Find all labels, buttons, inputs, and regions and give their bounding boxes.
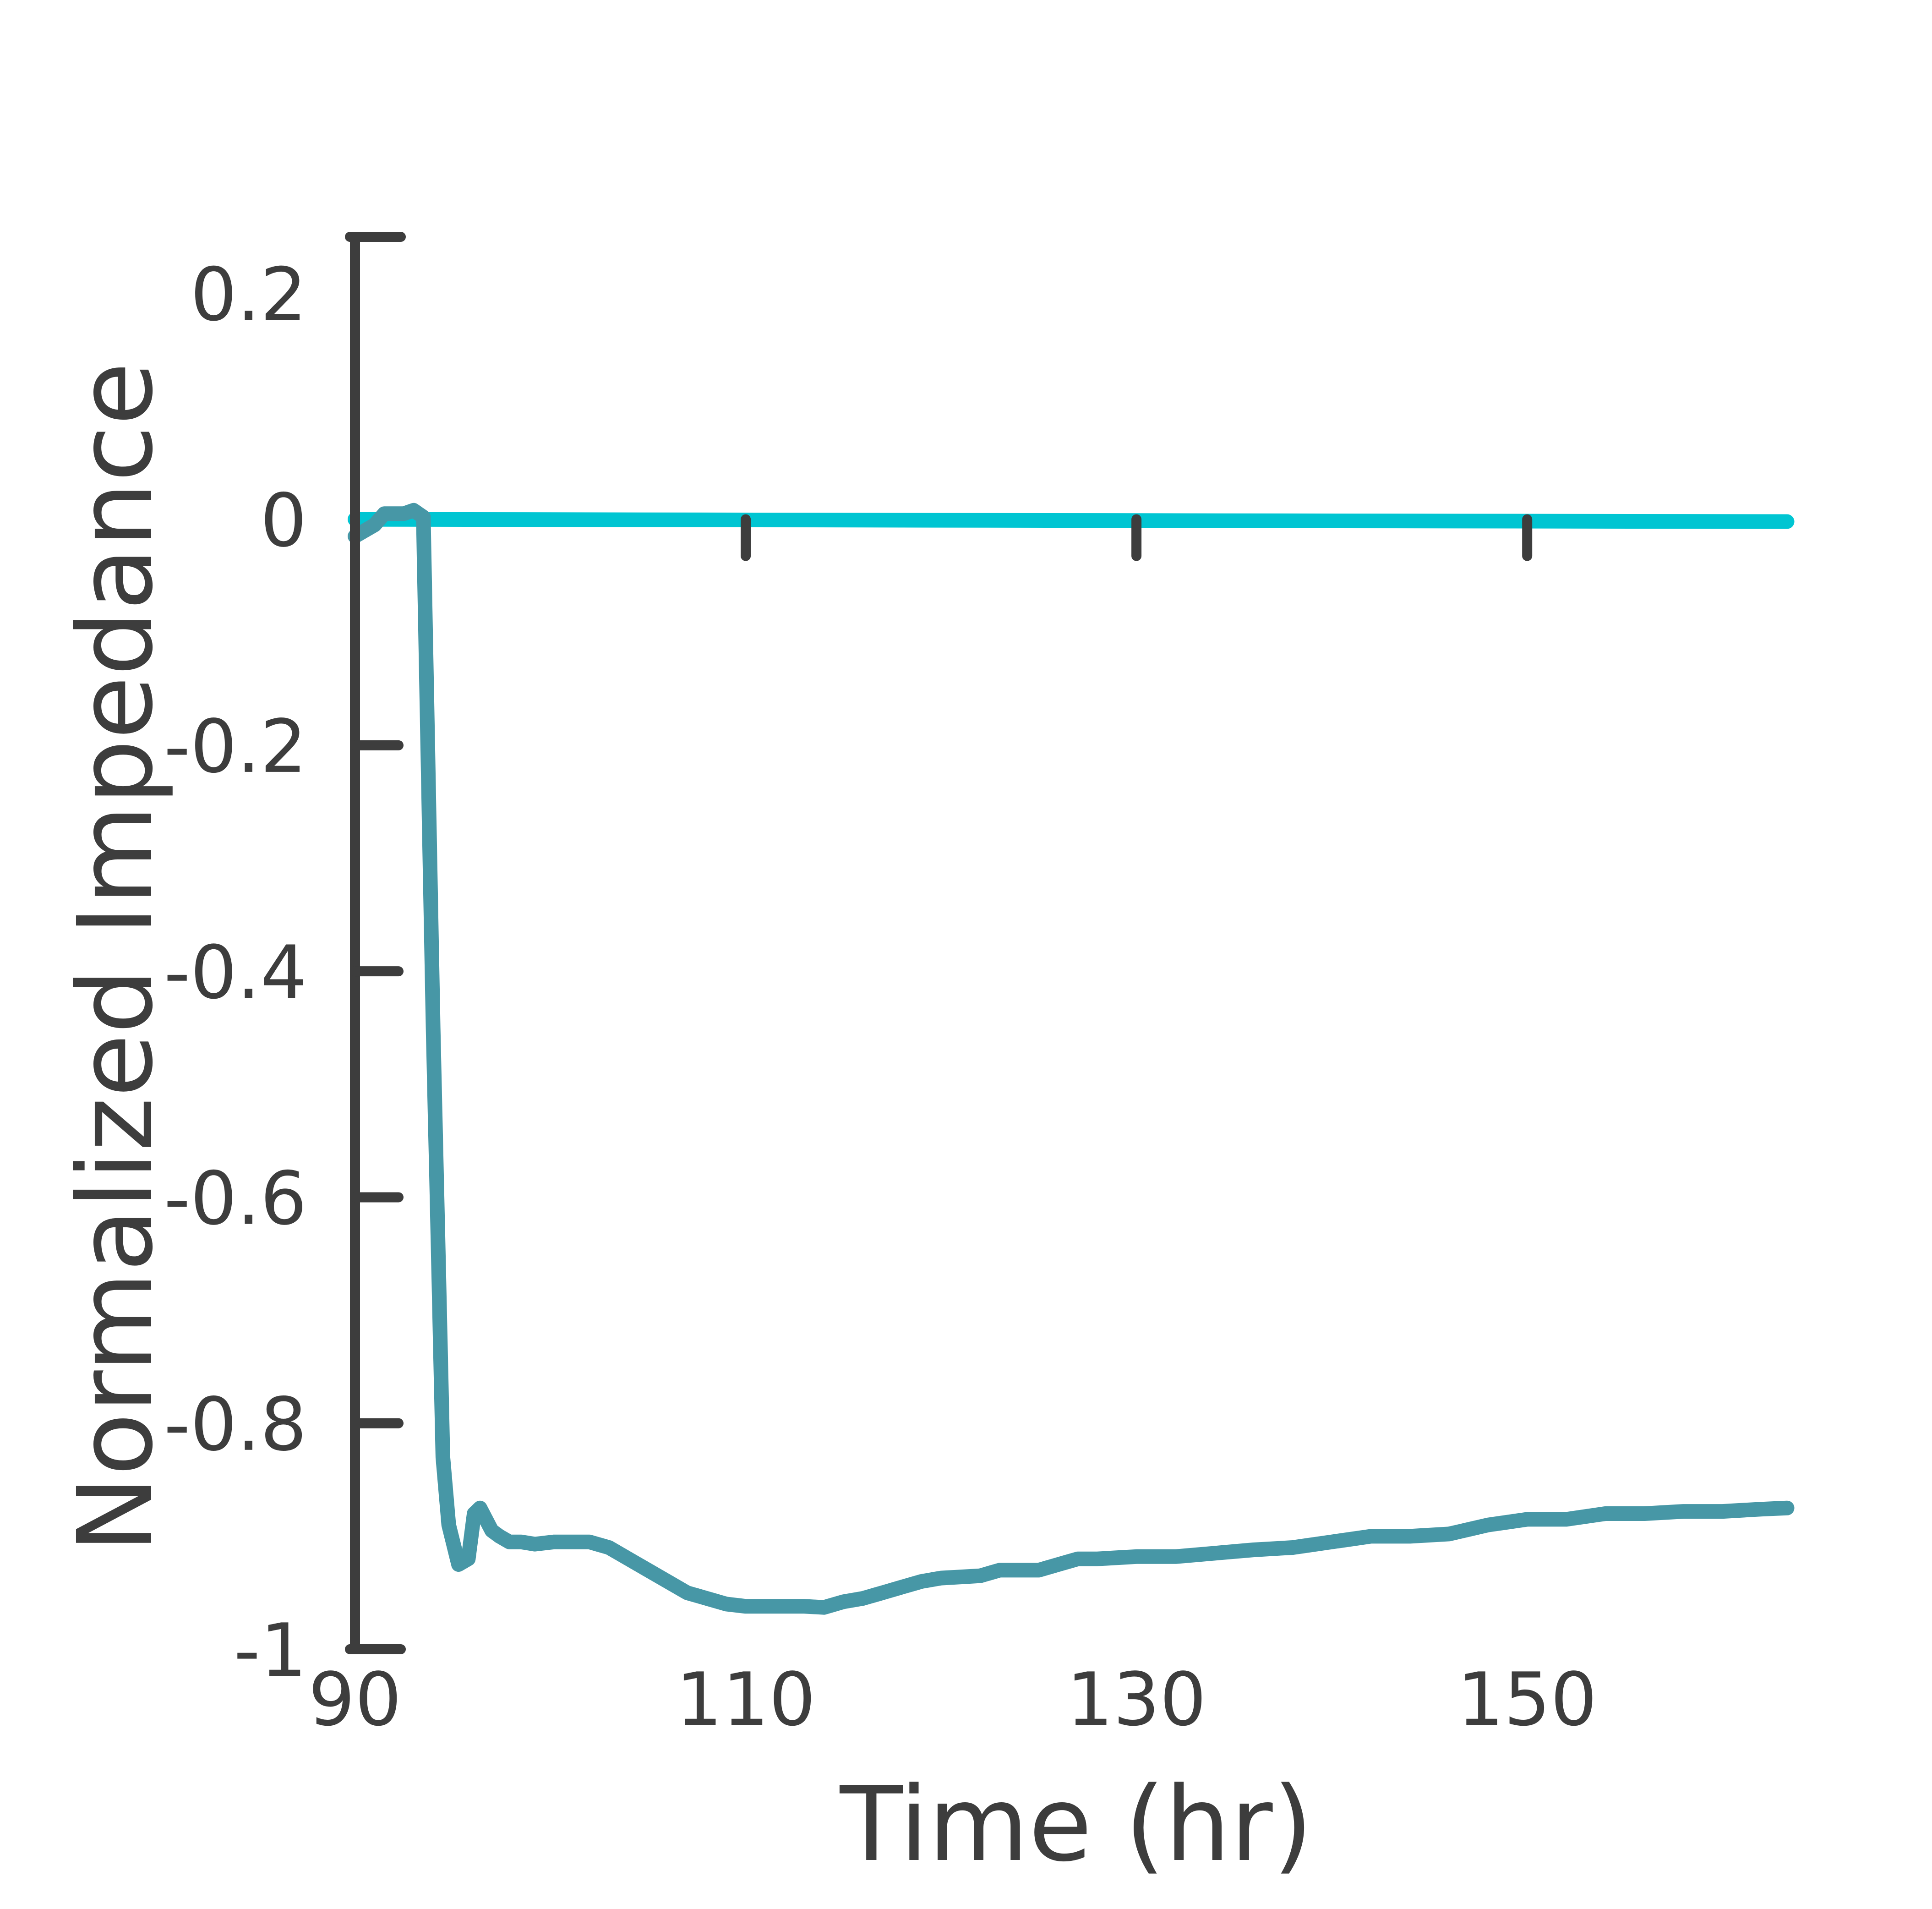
y-tick-label: -0.8: [164, 1382, 307, 1467]
axes-layer: [345, 232, 1533, 1654]
x-tick-label: 150: [1457, 1657, 1597, 1742]
y-tick-label: -0.4: [164, 930, 307, 1015]
x-axis-title: Time (hr): [840, 1765, 1313, 1885]
y-axis-title: Normalized Impedance: [56, 362, 176, 1553]
y-tick-label: -1: [234, 1608, 307, 1693]
y-tick-label: 0.2: [191, 252, 307, 337]
series-line-1: [348, 512, 1795, 529]
x-tick-label: 130: [1066, 1657, 1206, 1742]
y-tick-label: -0.6: [164, 1155, 307, 1241]
labels-layer: 0.2 0 -0.2 -0.4 -0.6 -0.8 -190 110 130 150: [164, 252, 1597, 1742]
series-line-2: [348, 503, 1795, 1615]
y-tick-label: 0: [260, 478, 307, 563]
y-tick-label: -0.2: [164, 704, 307, 789]
x-tick-label: 110: [676, 1657, 815, 1742]
series-layer: [348, 503, 1795, 1615]
x-tick-label: 90: [308, 1657, 402, 1742]
